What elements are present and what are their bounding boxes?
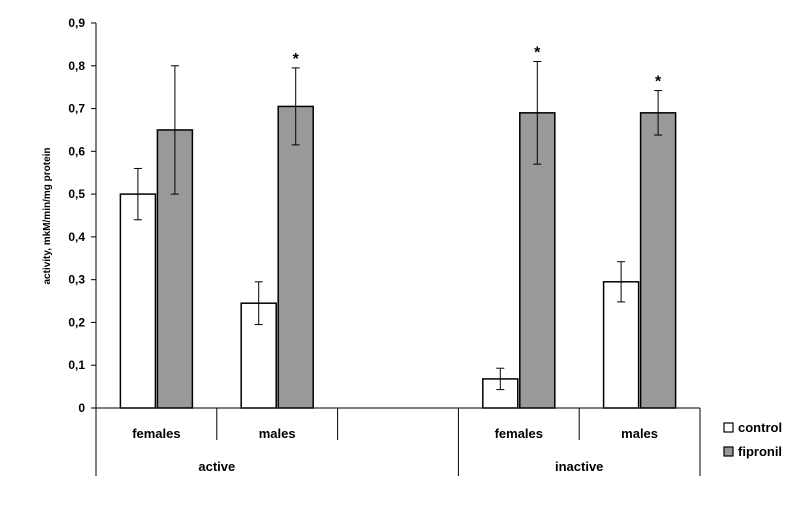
subcategory-label: females [495, 426, 543, 441]
y-tick-label: 0,6 [68, 144, 85, 158]
category-axis: females males females males active inactive [95, 407, 701, 476]
axes: 0 0,1 0,2 0,3 0,4 0,5 0,6 0,7 0,8 0,9 [68, 16, 97, 415]
significance-star: * [534, 45, 541, 62]
legend-swatch-fipronil [723, 446, 734, 457]
bar-fipronil [639, 112, 677, 409]
group-label: inactive [555, 459, 603, 474]
significance-star: * [293, 51, 300, 68]
bar-control [119, 193, 157, 409]
y-tick-label: 0,2 [68, 315, 85, 329]
bar-fipronil [277, 105, 314, 409]
y-tick-label: 0 [78, 401, 85, 415]
y-tick-label: 0,8 [68, 59, 85, 73]
subcategory-label: females [132, 426, 180, 441]
significance-star: * [655, 74, 662, 91]
y-tick-label: 0,9 [68, 16, 85, 30]
subcategory-label: males [259, 426, 296, 441]
legend-swatch-control [723, 422, 734, 433]
bars: * * * [119, 45, 677, 409]
legend: control fipronil [723, 420, 782, 459]
y-axis-title: activity, mkM/min/mg protein [42, 147, 53, 284]
y-tick-label: 0,7 [68, 102, 85, 116]
y-tick-label: 0,1 [68, 358, 85, 372]
y-tick-label: 0,3 [68, 273, 85, 287]
y-tick-label: 0,5 [68, 187, 85, 201]
subcategory-label: males [621, 426, 658, 441]
group-label: active [198, 459, 235, 474]
legend-label-fipronil: fipronil [738, 444, 782, 459]
legend-label-control: control [738, 420, 782, 435]
y-tick-label: 0,4 [68, 230, 85, 244]
bar-control [240, 302, 277, 409]
